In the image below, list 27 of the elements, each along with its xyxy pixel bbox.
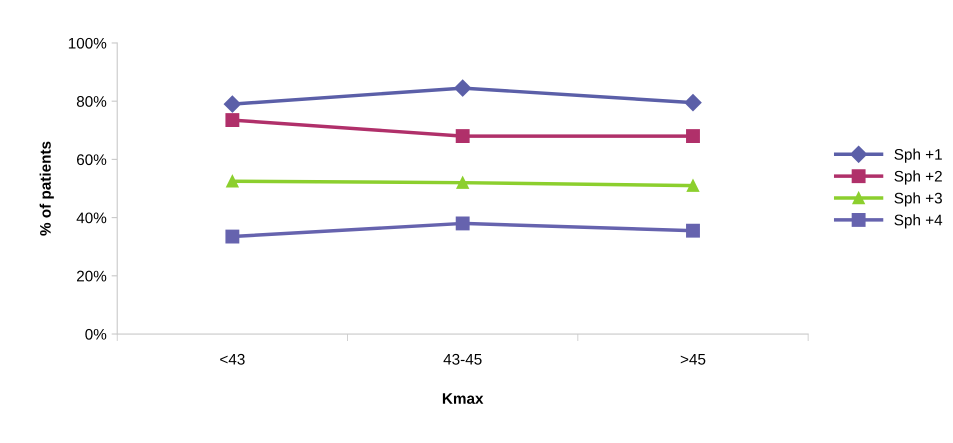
x-axis-title: Kmax xyxy=(442,393,484,404)
y-tick-label: 60% xyxy=(77,154,106,166)
point xyxy=(226,174,239,188)
legend-label: Sph +4 xyxy=(894,214,942,228)
point xyxy=(225,113,240,128)
legend-label: Sph +3 xyxy=(894,192,942,207)
y-tick-label: 100% xyxy=(68,38,106,49)
y-tick-label: 80% xyxy=(76,96,106,107)
point xyxy=(456,216,470,230)
x-tick-label: >45 xyxy=(680,354,706,365)
y-tick-label: 20% xyxy=(76,270,106,282)
x-tick-label: 43-45 xyxy=(443,354,482,365)
point xyxy=(456,176,469,189)
legend-label: Sph +2 xyxy=(894,170,942,185)
point xyxy=(225,230,240,244)
legend-label: Sph +1 xyxy=(894,148,942,163)
point xyxy=(686,129,700,144)
x-tick-label: <43 xyxy=(220,354,245,365)
point xyxy=(224,96,241,113)
y-tick-label: 40% xyxy=(76,212,106,224)
point xyxy=(456,129,470,144)
point xyxy=(454,80,472,97)
y-tick-label: 0% xyxy=(85,328,106,340)
point xyxy=(684,94,702,112)
point xyxy=(686,224,700,238)
y-axis-title: % of patients xyxy=(40,142,54,236)
point xyxy=(686,179,700,192)
